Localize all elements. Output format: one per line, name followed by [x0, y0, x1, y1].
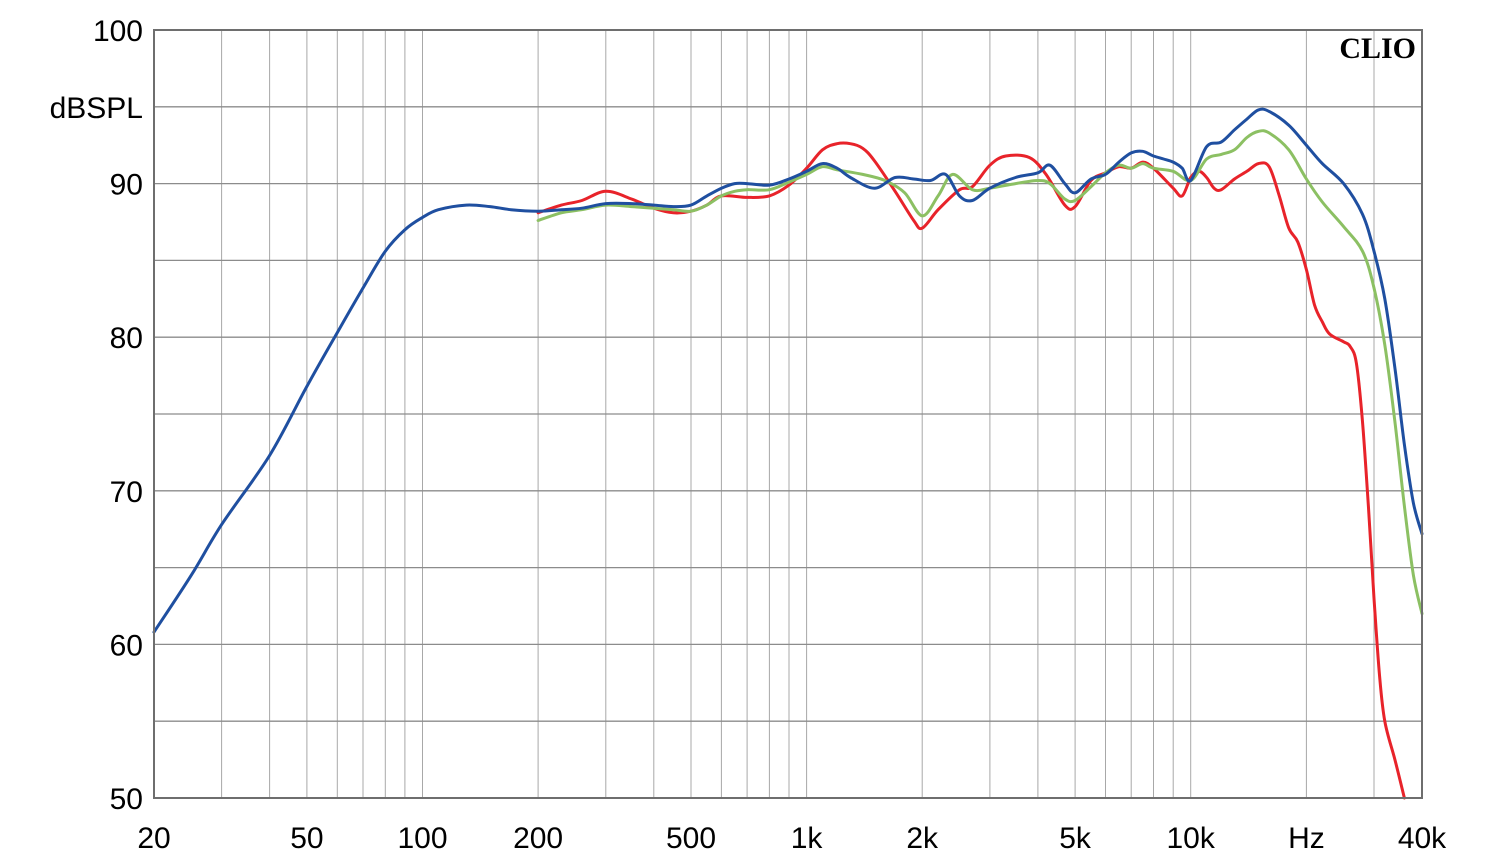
y-tick-label: 90	[110, 169, 143, 202]
response-curve-0	[152, 107, 1424, 634]
x-tick-label: 5k	[1059, 822, 1092, 855]
x-tick-label: 50	[290, 822, 323, 855]
plot-area	[152, 107, 1424, 800]
x-tick-label: 10k	[1167, 822, 1216, 855]
y-tick-label: 70	[110, 476, 143, 509]
y-tick-label: 50	[110, 783, 143, 816]
x-tick-label: 2k	[906, 822, 939, 855]
x-tick-label: 40k	[1398, 822, 1447, 855]
y-tick-label: 80	[110, 322, 143, 355]
x-axis-tick-labels: 20 50 100 200 500 1k 2k 5k 10k Hz 40k	[137, 822, 1447, 855]
plot-frame	[153, 29, 1423, 799]
y-axis-tick-labels: 100 dBSPL 90 80 70 60 50	[50, 15, 143, 816]
x-tick-label: 500	[666, 822, 716, 855]
grid-lines	[154, 30, 1422, 798]
y-tick-label: 100	[93, 15, 143, 48]
y-tick-label: dBSPL	[50, 92, 143, 125]
x-tick-label: 100	[397, 822, 447, 855]
x-tick-label: 20	[137, 822, 170, 855]
x-tick-label: 200	[513, 822, 563, 855]
x-tick-label: 1k	[791, 822, 824, 855]
clio-watermark: CLIO	[1339, 32, 1416, 65]
x-tick-label: Hz	[1288, 822, 1325, 855]
y-tick-label: 60	[110, 629, 143, 662]
response-curve-1	[536, 129, 1424, 616]
